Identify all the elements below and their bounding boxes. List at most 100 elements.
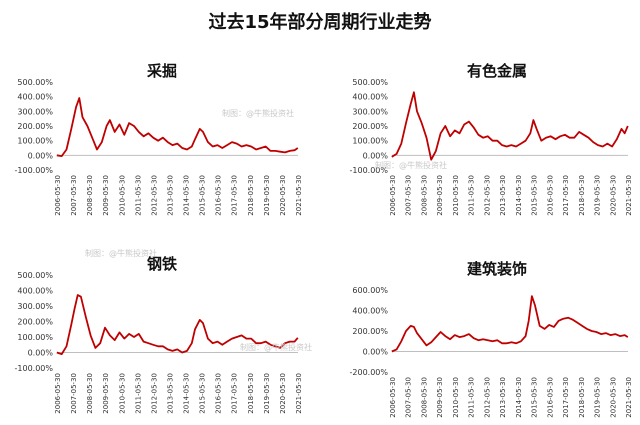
chart-title: 采掘 xyxy=(146,62,177,80)
y-tick-label: 200.00% xyxy=(17,318,53,327)
x-tick-label: 2016-05-30 xyxy=(215,175,223,216)
x-tick-label: 2011-05-30 xyxy=(134,175,142,216)
watermark: 制图：@牛熊投资社 xyxy=(222,109,294,118)
y-tick-label: 0.00% xyxy=(363,348,389,357)
x-tick-label: 2013-05-30 xyxy=(166,175,174,216)
x-tick-label: 2021-05-30 xyxy=(295,175,303,216)
x-tick-label: 2014-05-30 xyxy=(515,175,523,216)
x-tick-label: 2011-05-30 xyxy=(468,377,476,418)
x-tick-label: 2016-05-30 xyxy=(546,175,554,216)
y-tick-label: 0.00% xyxy=(28,151,54,160)
x-tick-label: 2008-05-30 xyxy=(86,175,94,216)
y-tick-label: 300.00% xyxy=(352,107,388,116)
y-tick-label: 500.00% xyxy=(17,78,53,87)
x-tick-label: 2010-05-30 xyxy=(118,175,126,216)
x-tick-label: 2006-05-30 xyxy=(389,377,397,418)
x-tick-label: 2006-05-30 xyxy=(54,175,62,216)
x-tick-label: 2008-05-30 xyxy=(420,175,428,216)
x-tick-label: 2012-05-30 xyxy=(150,175,158,216)
x-tick-label: 2006-05-30 xyxy=(54,373,62,414)
y-tick-label: 100.00% xyxy=(17,137,53,146)
y-tick-label: -100.00% xyxy=(15,364,54,373)
x-tick-label: 2007-05-30 xyxy=(70,373,78,414)
y-tick-label: 0.00% xyxy=(28,349,54,358)
x-tick-label: 2015-05-30 xyxy=(531,175,539,216)
x-tick-label: 2020-05-30 xyxy=(609,377,617,418)
x-tick-label: 2013-05-30 xyxy=(499,175,507,216)
x-tick-label: 2014-05-30 xyxy=(515,377,523,418)
chart-title: 有色金属 xyxy=(467,62,527,80)
x-tick-label: 2007-05-30 xyxy=(405,377,413,418)
x-tick-label: 2009-05-30 xyxy=(436,377,444,418)
y-tick-label: 200.00% xyxy=(17,122,53,131)
x-tick-label: 2021-05-30 xyxy=(625,377,633,418)
x-tick-label: 2017-05-30 xyxy=(231,175,239,216)
x-tick-label: 2009-05-30 xyxy=(102,373,110,414)
x-tick-label: 2009-05-30 xyxy=(436,175,444,216)
x-tick-label: 2012-05-30 xyxy=(150,373,158,414)
x-tick-label: 2018-05-30 xyxy=(247,373,255,414)
y-tick-label: 100.00% xyxy=(17,333,53,342)
x-tick-label: 2012-05-30 xyxy=(483,175,491,216)
watermark: 制图：@牛熊投资社 xyxy=(240,343,312,352)
x-tick-label: 2015-05-30 xyxy=(199,373,207,414)
x-tick-label: 2017-05-30 xyxy=(562,175,570,216)
x-tick-label: 2019-05-30 xyxy=(594,377,602,418)
x-tick-label: 2016-05-30 xyxy=(546,377,554,418)
x-tick-label: 2014-05-30 xyxy=(183,175,191,216)
y-tick-label: 300.00% xyxy=(17,302,53,311)
y-tick-label: -100.00% xyxy=(15,166,54,175)
x-tick-label: 2021-05-30 xyxy=(295,373,303,414)
x-tick-label: 2013-05-30 xyxy=(166,373,174,414)
x-tick-label: 2011-05-30 xyxy=(468,175,476,216)
y-tick-label: 0.00% xyxy=(363,151,389,160)
x-tick-label: 2012-05-30 xyxy=(483,377,491,418)
y-tick-label: 400.00% xyxy=(352,93,388,102)
x-tick-label: 2018-05-30 xyxy=(578,175,586,216)
y-tick-label: 300.00% xyxy=(17,107,53,116)
x-tick-label: 2020-05-30 xyxy=(279,175,287,216)
x-tick-label: 2018-05-30 xyxy=(578,377,586,418)
x-tick-label: 2017-05-30 xyxy=(231,373,239,414)
x-tick-label: 2011-05-30 xyxy=(134,373,142,414)
y-tick-label: 400.00% xyxy=(352,307,388,316)
series-line xyxy=(391,91,629,161)
x-tick-label: 2008-05-30 xyxy=(86,373,94,414)
x-tick-label: 2015-05-30 xyxy=(531,377,539,418)
series-line xyxy=(391,295,629,353)
x-tick-label: 2008-05-30 xyxy=(420,377,428,418)
y-tick-label: -100.00% xyxy=(350,166,389,175)
x-tick-label: 2009-05-30 xyxy=(102,175,110,216)
x-tick-label: 2010-05-30 xyxy=(118,373,126,414)
chart-title: 钢铁 xyxy=(147,255,177,273)
page-title: 过去15年部分周期行业走势 xyxy=(208,12,432,33)
x-tick-label: 2016-05-30 xyxy=(215,373,223,414)
y-tick-label: 100.00% xyxy=(352,137,388,146)
y-tick-label: 400.00% xyxy=(17,287,53,296)
x-tick-label: 2007-05-30 xyxy=(405,175,413,216)
watermark: 制图：@牛熊投资社 xyxy=(375,161,447,170)
x-tick-label: 2014-05-30 xyxy=(183,373,191,414)
x-tick-label: 2019-05-30 xyxy=(263,373,271,414)
x-tick-label: 2007-05-30 xyxy=(70,175,78,216)
series-line xyxy=(56,97,299,158)
x-tick-label: 2018-05-30 xyxy=(247,175,255,216)
y-tick-label: 200.00% xyxy=(352,122,388,131)
y-tick-label: 600.00% xyxy=(352,286,388,295)
x-tick-label: 2020-05-30 xyxy=(609,175,617,216)
x-tick-label: 2017-05-30 xyxy=(562,377,570,418)
y-tick-label: -200.00% xyxy=(350,368,389,377)
series-line xyxy=(56,294,299,356)
x-tick-label: 2010-05-30 xyxy=(452,175,460,216)
watermark: 制图：@牛熊投资社 xyxy=(85,249,157,258)
x-tick-label: 2020-05-30 xyxy=(279,373,287,414)
y-tick-label: 200.00% xyxy=(352,327,388,336)
y-tick-label: 500.00% xyxy=(17,271,53,280)
x-tick-label: 2021-05-30 xyxy=(625,175,633,216)
y-tick-label: 500.00% xyxy=(352,78,388,87)
x-tick-label: 2006-05-30 xyxy=(389,175,397,216)
x-tick-label: 2013-05-30 xyxy=(499,377,507,418)
x-tick-label: 2010-05-30 xyxy=(452,377,460,418)
x-tick-label: 2015-05-30 xyxy=(199,175,207,216)
